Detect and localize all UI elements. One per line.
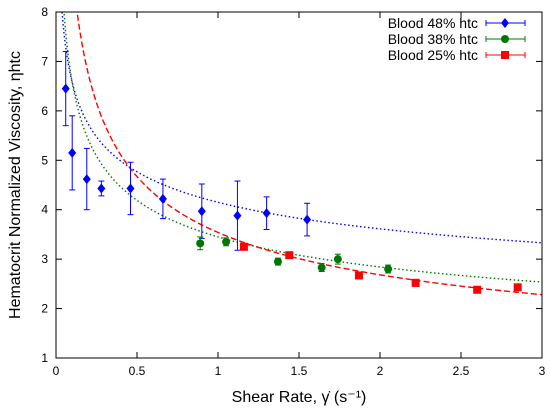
data-point: [411, 278, 420, 287]
data-point: [273, 257, 282, 266]
data-point: [158, 193, 167, 204]
data-point: [239, 242, 248, 251]
y-ticks: 1 2 3 4 5 6 7 8: [41, 5, 542, 365]
data-point: [82, 174, 91, 185]
data-point: [222, 237, 231, 246]
y-axis-title: Hematocrit Normalized Viscosity, ηhtc: [7, 51, 24, 319]
data-point: [68, 147, 77, 158]
y-tick-label: 4: [41, 203, 48, 217]
data-point: [501, 51, 509, 59]
x-tick-label: 0.5: [129, 364, 146, 378]
y-tick-label: 2: [41, 302, 48, 316]
data-point: [473, 285, 482, 294]
y-tick-label: 1: [41, 351, 48, 365]
data-point: [354, 271, 363, 280]
data-point: [501, 18, 509, 28]
data-point: [196, 239, 205, 248]
fit-curve: [76, 12, 542, 296]
x-tick-label: 1.5: [291, 364, 308, 378]
y-tick-label: 3: [41, 252, 48, 266]
x-axis-title: Shear Rate, γ̇ (s⁻¹): [232, 389, 367, 406]
data-markers: [61, 83, 522, 294]
data-point: [384, 265, 393, 274]
fit-curves: [61, 12, 542, 296]
x-tick-label: 2: [377, 364, 384, 378]
data-point: [233, 210, 242, 221]
fit-curve: [63, 12, 542, 283]
data-point: [303, 214, 312, 225]
y-tick-label: 6: [41, 104, 48, 118]
x-tick-label: 2.5: [453, 364, 470, 378]
data-point: [97, 183, 106, 194]
y-tick-label: 8: [41, 5, 48, 19]
legend-label: Blood 38% htc: [388, 31, 478, 47]
data-point: [513, 283, 522, 292]
data-point: [61, 83, 70, 94]
data-point: [262, 208, 271, 219]
legend-label: Blood 25% htc: [388, 47, 478, 63]
data-point: [333, 255, 342, 264]
data-point: [285, 251, 294, 260]
data-point: [501, 35, 509, 43]
data-point: [126, 183, 135, 194]
x-tick-label: 1: [215, 364, 222, 378]
plot-frame: [55, 11, 543, 359]
y-tick-label: 5: [41, 153, 48, 167]
x-tick-label: 0: [53, 364, 60, 378]
y-tick-label: 7: [41, 54, 48, 68]
x-tick-label: 3: [539, 364, 546, 378]
x-ticks: 0 0.5 1 1.5 2 2.5 3: [53, 12, 546, 378]
data-point: [197, 206, 206, 217]
data-point: [317, 263, 326, 272]
legend-label: Blood 48% htc: [388, 15, 478, 31]
